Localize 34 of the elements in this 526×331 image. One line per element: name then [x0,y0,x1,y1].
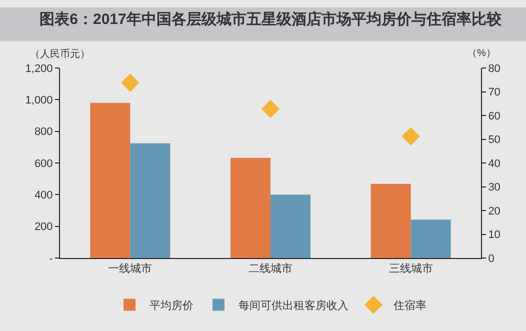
chart-title: 图表6：2017年中国各层级城市五星级酒店市场平均房价与住宿率比较 [40,10,502,28]
x-tick-label: 二线城市 [248,262,292,276]
bar [370,184,411,258]
bar [130,143,170,258]
y2-tick-label: 0 [488,252,494,265]
y2-tick-label: 60 [488,110,500,122]
bar [410,220,451,258]
x-tick-label: 三线城市 [388,262,433,276]
y2-tick-label: 50 [488,134,500,146]
point [121,74,140,92]
legend-label: 住宿率 [394,299,426,312]
y-tick-label: 600 [34,158,53,170]
bar [230,158,270,258]
bar [90,102,130,258]
y-tick-label: 800 [34,126,53,138]
y2-tick-label: 20 [488,205,500,218]
y2-tick-label: 10 [488,229,500,242]
y-tick-label: 200 [34,221,53,234]
y-tick-label: 1,000 [25,94,53,107]
y2-tick-label: 40 [488,158,500,170]
y2-tick-label: 70 [488,86,500,99]
y2-axis-title: （%） [467,48,496,59]
y-tick-label: 1,200 [25,62,53,75]
legend-label: 每间可供出租客房收入 [238,299,348,312]
y-tick-label: - [49,252,54,265]
x-tick-label: 一线城市 [108,262,152,276]
y2-tick-label: 30 [488,182,500,194]
point [402,127,420,146]
bar [270,194,310,258]
point [261,100,280,118]
legend-label: 平均房价 [150,299,194,312]
y2-tick-label: 80 [488,62,500,75]
y-axis-title: （人民币元） [30,48,90,60]
y-tick-label: 400 [34,190,53,202]
